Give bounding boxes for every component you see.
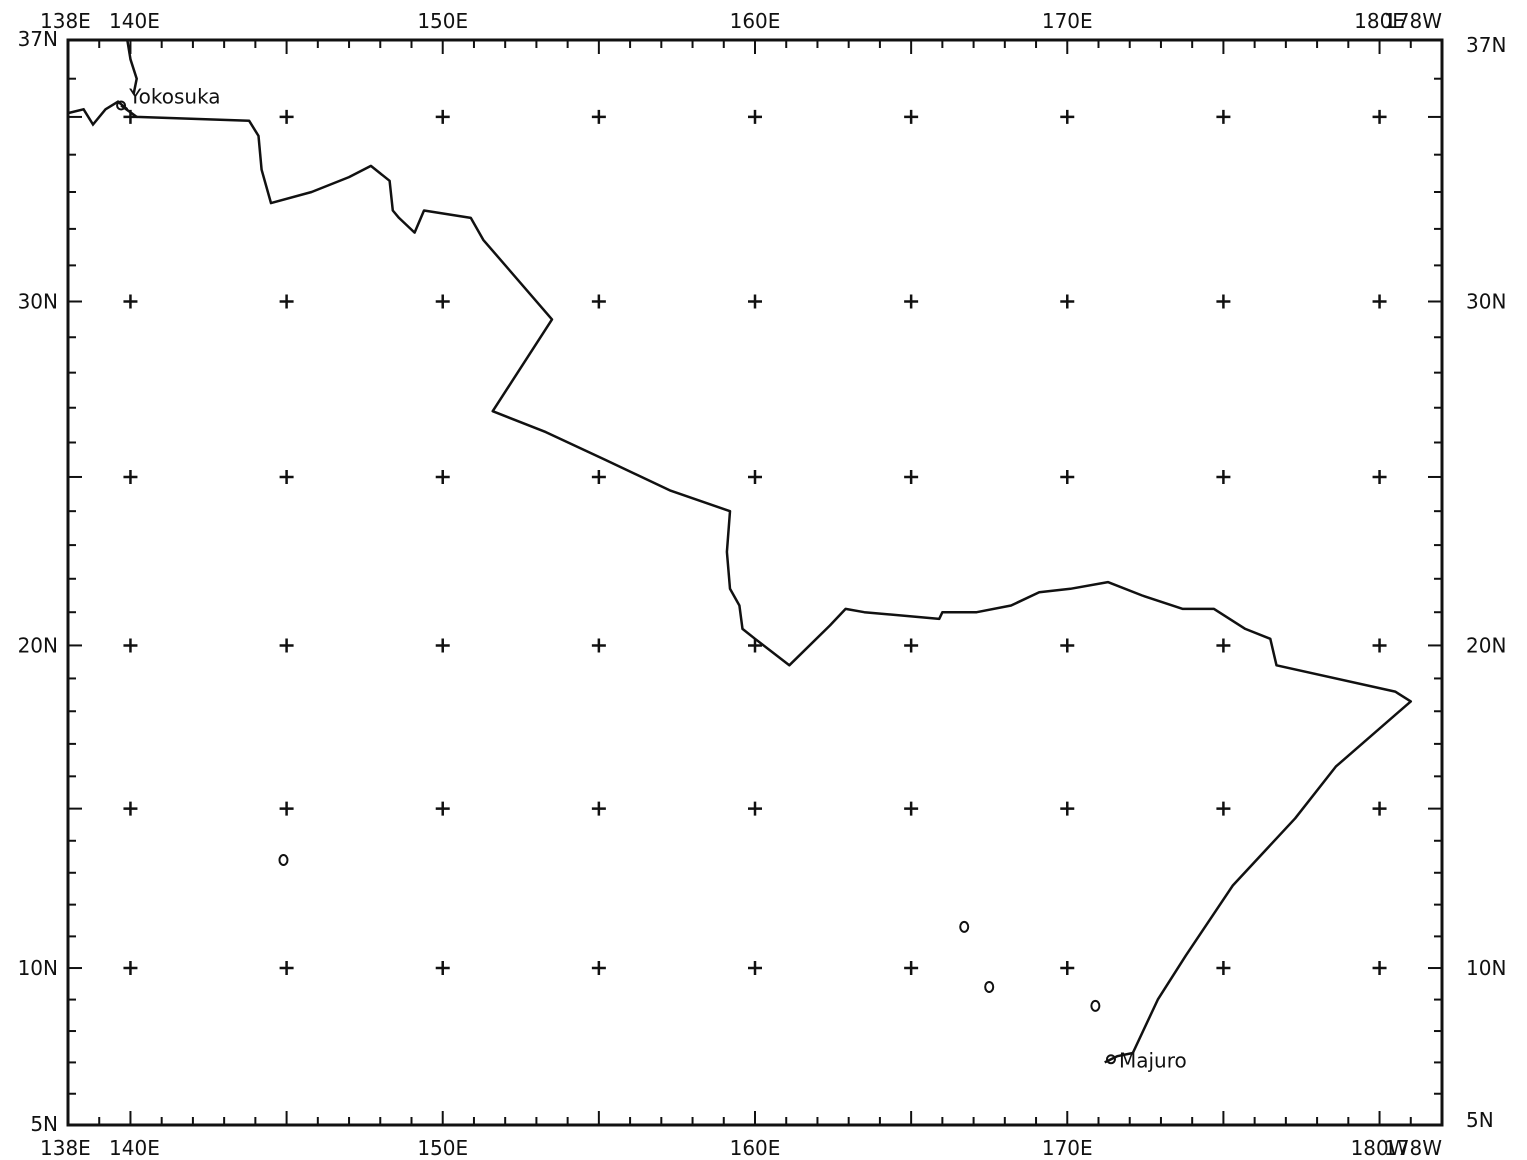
coastline-segment — [67, 100, 129, 127]
lat-label-right: 10N — [1466, 956, 1506, 980]
lon-label-top: 140E — [109, 9, 160, 33]
grid-cross — [279, 469, 294, 484]
place-labels: Yokosuka Majuro — [116, 85, 1187, 1072]
grid-cross — [748, 294, 762, 309]
lat-label-left: 37N — [18, 27, 58, 51]
lat-label-right: 5N — [1466, 1108, 1494, 1132]
grid-cross — [748, 961, 762, 976]
grid-cross — [591, 638, 606, 653]
grid-cross — [1372, 294, 1387, 309]
lon-label-top: 180E — [1354, 9, 1405, 33]
coastline-segment — [126, 39, 138, 95]
grid-cross — [435, 469, 450, 484]
grid-cross — [435, 294, 450, 309]
grid-cross — [279, 961, 294, 976]
grid-cross — [123, 294, 138, 309]
grid-cross — [591, 961, 606, 976]
grid-cross — [904, 294, 919, 309]
grid-cross — [591, 294, 606, 309]
grid-cross — [591, 469, 606, 484]
lon-label-bottom: 178W — [1384, 1136, 1442, 1160]
island — [278, 853, 289, 866]
grid-cross — [435, 109, 450, 124]
grid-cross — [1372, 109, 1387, 124]
lon-label-top: 170E — [1042, 9, 1093, 33]
islands — [278, 853, 1101, 1012]
grid-cross — [123, 961, 138, 976]
grid-cross — [1216, 961, 1231, 976]
lon-label-top: 138E — [40, 9, 91, 33]
grid-cross — [123, 469, 138, 484]
grid-cross — [279, 801, 294, 816]
grid-cross — [748, 638, 762, 653]
lat-label-left: 20N — [18, 633, 58, 657]
place-marker — [116, 100, 127, 111]
grid-cross — [1060, 469, 1075, 484]
grid-cross — [1216, 469, 1231, 484]
lat-label-left: 30N — [18, 289, 58, 313]
lat-label-right: 30N — [1466, 289, 1506, 313]
grid-cross — [1216, 638, 1231, 653]
island — [959, 920, 970, 933]
grid-cross — [123, 638, 138, 653]
grid-cross — [1216, 294, 1231, 309]
grid-cross — [279, 109, 294, 124]
lon-label-top: 178W — [1384, 9, 1442, 33]
grid-cross — [591, 109, 606, 124]
lon-label-bottom: 160E — [730, 1136, 781, 1160]
grid-cross — [904, 801, 919, 816]
lon-label-bottom: 138E — [40, 1136, 91, 1160]
grid-cross — [1060, 801, 1075, 816]
grid-cross — [748, 469, 762, 484]
grid-cross — [279, 638, 294, 653]
place-label: Majuro — [1119, 1048, 1187, 1072]
grid-cross — [279, 294, 294, 309]
grid-cross — [1372, 801, 1387, 816]
lon-label-bottom: 180W — [1351, 1136, 1409, 1160]
grid-cross — [904, 961, 919, 976]
grid-cross — [435, 801, 450, 816]
lon-label-bottom: 140E — [109, 1136, 160, 1160]
coastline — [67, 39, 138, 127]
grid-cross — [1060, 294, 1075, 309]
lat-label-right: 37N — [1466, 33, 1506, 57]
lon-label-top: 160E — [730, 9, 781, 33]
grid-cross — [904, 469, 919, 484]
map-frame — [66, 38, 1444, 1127]
grid-cross — [1372, 961, 1387, 976]
lat-label-right: 20N — [1466, 633, 1506, 657]
graticule — [123, 109, 1387, 976]
grid-cross — [904, 109, 919, 124]
grid-cross — [1372, 469, 1387, 484]
island — [984, 980, 995, 993]
lon-label-bottom: 170E — [1042, 1136, 1093, 1160]
grid-cross — [1060, 109, 1075, 124]
grid-cross — [904, 638, 919, 653]
ship-track-line — [120, 104, 1413, 1064]
place-label: Yokosuka — [128, 85, 220, 109]
grid-cross — [591, 801, 606, 816]
grid-cross — [1216, 801, 1231, 816]
lat-label-left: 10N — [18, 956, 58, 980]
place-marker — [1105, 1054, 1116, 1065]
lon-label-bottom: 150E — [417, 1136, 468, 1160]
grid-cross — [435, 961, 450, 976]
grid-cross — [123, 801, 138, 816]
island — [1090, 999, 1101, 1012]
grid-cross — [748, 801, 762, 816]
grid-cross — [748, 109, 762, 124]
grid-cross — [435, 638, 450, 653]
grid-cross — [1372, 638, 1387, 653]
lat-label-left: 5N — [30, 1112, 58, 1136]
lon-label-top: 150E — [417, 9, 468, 33]
grid-cross — [1060, 638, 1075, 653]
grid-cross — [1216, 109, 1231, 124]
grid-cross — [1060, 961, 1075, 976]
